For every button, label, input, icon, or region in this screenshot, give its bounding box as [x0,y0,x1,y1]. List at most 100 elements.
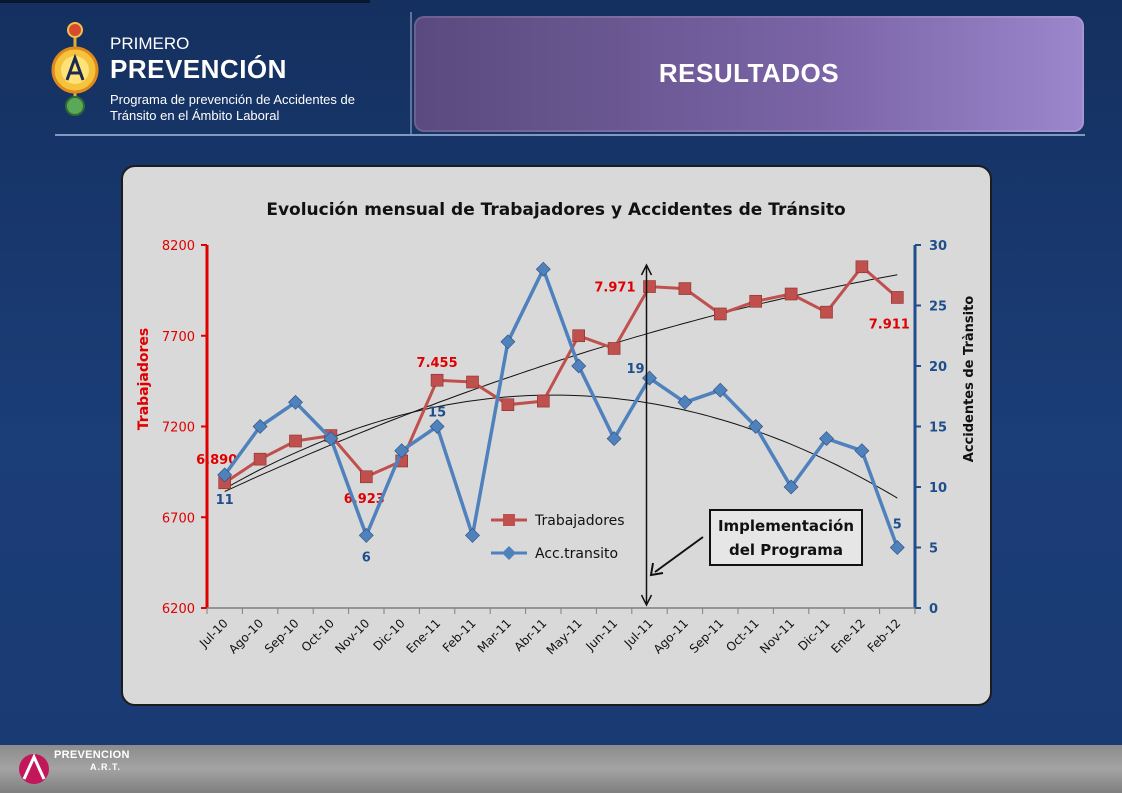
right-tick-label: 10 [929,481,947,496]
right-axis-title: Accidentes de Trànsito [962,296,977,463]
trabajadores-point [820,305,833,319]
x-tick-label: Dic-11 [795,616,832,653]
pointer-arrow-icon [649,562,664,577]
chart: Evolución mensual de Trabajadores y Acci… [136,200,977,657]
trabajadores-point [430,373,444,387]
x-tick-label: Feb-11 [440,616,479,655]
left-tick-label: 7200 [162,421,195,436]
trabajadores-point [643,280,656,293]
trabajadores-point [678,282,692,295]
annotation-box [709,509,863,566]
right-tick-label: 0 [929,602,938,617]
trabajadores-point [713,307,727,321]
x-tick-label: Mar-11 [475,616,514,655]
x-tick-label: Ago-10 [226,616,266,656]
accidentes-point [500,334,516,350]
trabajadores-data-label: 7.971 [594,281,635,296]
x-tick-label: Sep-10 [262,616,302,656]
accidentes-point [252,419,268,434]
trabajadores-point [289,434,302,448]
accidentes-data-label: 6 [362,550,371,565]
arrow-up-icon [640,263,653,276]
accidentes-point [288,394,303,410]
brand-small-text: PRIMERO [110,34,190,53]
accidentes-point [783,479,799,495]
x-tick-label: Sep-11 [687,616,727,656]
accidentes-point [889,540,905,555]
accidentes-point [677,394,693,410]
brand-block: PRIMERO PREVENCIÓN Programa de prevenció… [50,18,400,130]
x-tick-label: Nov-10 [332,616,372,656]
trabajadores-data-label: 6.890 [196,453,237,468]
accidentes-point [535,261,551,277]
trabajadores-point [536,394,550,408]
x-tick-label: Jun-11 [582,616,620,654]
x-tick-label: Ago-11 [651,616,691,656]
accidentes-point [606,431,622,447]
accidentes-point [854,443,870,459]
right-tick-label: 20 [929,360,947,375]
trabajadores-point [253,452,267,466]
x-tick-label: Oct-11 [723,616,761,654]
trabajadores-trendline [224,274,898,492]
top-line [0,0,370,3]
trabajadores-point [855,260,869,274]
trabajadores-data-label: 7.911 [869,317,910,332]
x-tick-label: Ene-11 [404,616,444,656]
annotation-pointer-line [654,536,704,573]
right-tick-label: 15 [929,421,947,436]
accidentes-data-label: 5 [893,518,902,533]
brand-logo-icon [51,22,99,116]
accidentes-point [394,443,410,459]
accidentes-point [358,527,374,543]
annotation-line1: Implementación [718,517,854,535]
trabajadores-point [749,294,763,308]
slide-title: RESULTADOS [658,58,840,88]
left-tick-label: 7700 [162,330,195,345]
trabajadores-point [890,291,904,304]
trabajadores-point [572,329,586,343]
right-tick-label: 30 [929,239,947,254]
accidentes-point [429,419,445,434]
legend-trabajadores-label: Trabajadores [534,513,625,529]
accidentes-line [223,267,899,549]
accidentes-point [465,527,480,543]
accidentes-point [217,467,233,483]
left-tick-label: 8200 [162,239,195,254]
program-annotation: Implementación del Programa [640,263,863,607]
accidentes-data-label: 19 [626,362,644,377]
x-tick-label: Feb-12 [865,616,904,655]
legend-accidentes-marker [502,546,516,560]
trabajadores-point [784,287,798,301]
footer-logo-icon [19,753,49,784]
footer-logo-text: PREVENCION [54,749,130,761]
trabajadores-point [360,470,373,484]
accidentes-point [748,419,764,434]
x-tick-label: Dic-10 [370,616,407,653]
chart-panel: Evolución mensual de Trabajadores y Acci… [121,165,992,706]
right-tick-label: 5 [929,542,938,557]
chart-title: Evolución mensual de Trabajadores y Acci… [266,200,845,220]
trabajadores-data-label: 7.455 [417,356,458,371]
brand-name: PREVENCIÓN [110,54,287,84]
brand-subtitle: Programa de prevención de Accidentes de … [110,92,355,123]
accidentes-data-label: 11 [216,493,234,508]
header-separator [410,12,412,134]
accidentes-point [323,431,339,447]
slide-title-band: RESULTADOS [414,16,1084,132]
accidentes-point [712,382,728,398]
arrow-down-icon [640,594,653,607]
accidentes-point [571,358,587,374]
trabajadores-point [501,398,515,412]
footer-band: PREVENCION A.R.T. [0,745,1122,793]
x-tick-label: May-11 [544,616,585,657]
accidentes-point [819,431,834,447]
chart-legend: Trabajadores Acc.transito [491,513,625,562]
footer-logo-subtext: A.R.T. [90,762,122,772]
right-tick-label: 25 [929,300,947,315]
legend-accidentes-label: Acc.transito [535,546,618,562]
x-tick-label: Oct-10 [299,616,337,654]
left-tick-label: 6700 [162,511,195,526]
legend-trabajadores-marker [503,514,515,526]
header-rule [55,134,1085,136]
